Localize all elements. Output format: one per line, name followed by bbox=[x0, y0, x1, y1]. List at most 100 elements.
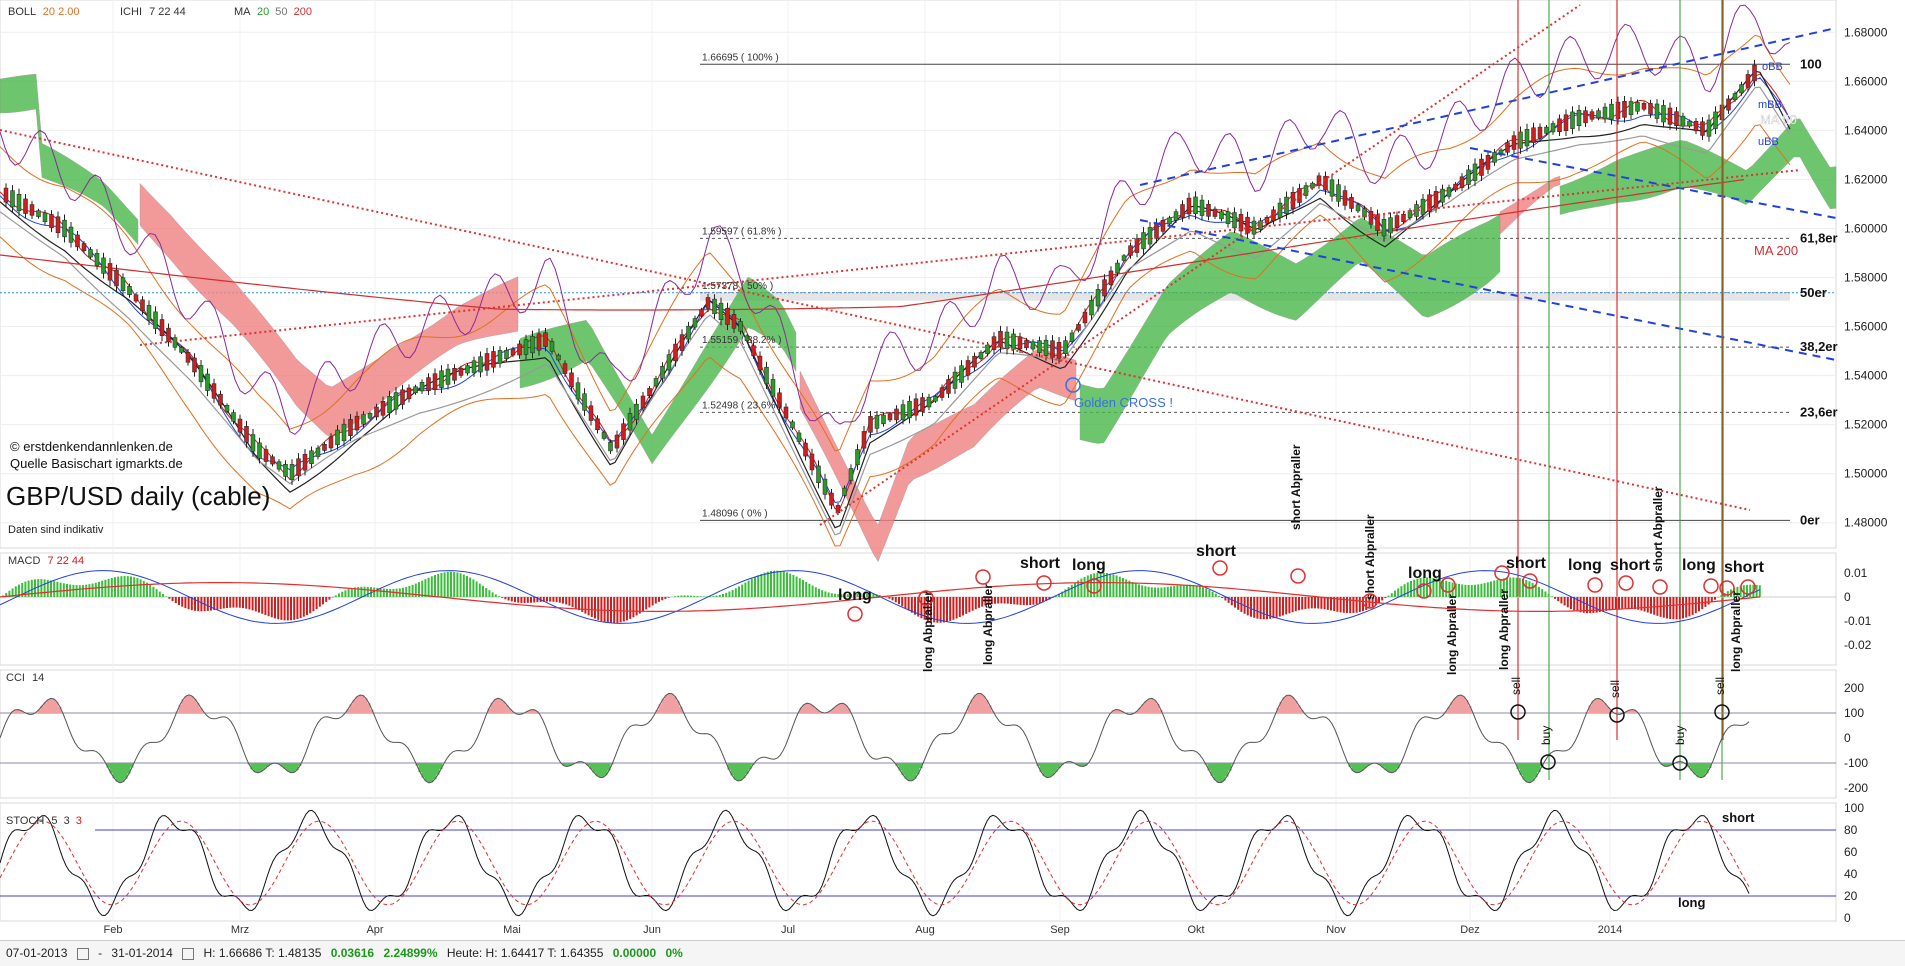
candle-body bbox=[1597, 111, 1601, 118]
macd-histogram-bar bbox=[684, 595, 686, 597]
macd-histogram-bar bbox=[1208, 590, 1210, 597]
macd-signal-label: short Abpraller bbox=[1651, 486, 1665, 572]
candle-body bbox=[258, 443, 262, 458]
macd-histogram-bar bbox=[645, 597, 647, 609]
macd-histogram-bar bbox=[943, 597, 945, 622]
candle-body bbox=[1356, 205, 1360, 211]
candle-body bbox=[999, 331, 1003, 347]
macd-histogram-bar bbox=[831, 593, 833, 597]
macd-histogram-bar bbox=[892, 597, 894, 600]
macd-histogram-bar bbox=[1285, 597, 1287, 614]
candle-body bbox=[1558, 119, 1562, 132]
macd-histogram-bar bbox=[578, 597, 580, 610]
month-label: 2014 bbox=[1598, 924, 1622, 936]
candle-body bbox=[1649, 103, 1653, 114]
macd-histogram-bar bbox=[1330, 597, 1332, 610]
candle-body bbox=[927, 397, 931, 407]
macd-histogram-bar bbox=[626, 597, 628, 620]
candle-body bbox=[1057, 342, 1061, 358]
candle-body bbox=[1233, 213, 1237, 228]
macd-histogram-bar bbox=[572, 597, 574, 607]
chart-title: GBP/USD daily (cable) bbox=[6, 481, 270, 511]
candle-body bbox=[1051, 341, 1055, 358]
candle-body bbox=[1012, 334, 1016, 349]
macd-histogram-bar bbox=[44, 579, 46, 597]
candle-body bbox=[232, 413, 236, 422]
macd-histogram-bar bbox=[764, 573, 766, 597]
macd-histogram-bar bbox=[1157, 588, 1159, 597]
calendar-icon[interactable] bbox=[182, 948, 194, 960]
price-tick-label: 1.64000 bbox=[1844, 123, 1888, 137]
macd-histogram-bar bbox=[1314, 597, 1316, 608]
candle-body bbox=[739, 321, 743, 331]
candle-body bbox=[82, 243, 86, 250]
macd-histogram-bar bbox=[1519, 578, 1521, 597]
macd-histogram-bar bbox=[1247, 597, 1249, 615]
macd-histogram-bar bbox=[143, 581, 145, 597]
macd-histogram-bar bbox=[1708, 597, 1710, 605]
candle-body bbox=[758, 356, 762, 370]
macd-histogram-bar bbox=[76, 585, 78, 597]
candle-body bbox=[206, 374, 210, 391]
macd-histogram-bar bbox=[703, 596, 705, 597]
macd-histogram-bar bbox=[828, 592, 830, 597]
macd-histogram-bar bbox=[623, 597, 625, 621]
macd-histogram-bar bbox=[463, 574, 465, 597]
macd-histogram-bar bbox=[1084, 577, 1086, 597]
candle-body bbox=[1155, 223, 1159, 238]
macd-histogram-bar bbox=[1039, 597, 1041, 603]
candle-body bbox=[544, 333, 548, 347]
candle-body bbox=[570, 373, 574, 387]
calendar-icon[interactable] bbox=[77, 948, 89, 960]
macd-histogram-bar bbox=[264, 597, 266, 615]
candle-body bbox=[661, 366, 665, 378]
macd-histogram-bar bbox=[140, 579, 142, 597]
macd-histogram-bar bbox=[888, 597, 890, 599]
candle-body bbox=[966, 360, 970, 375]
macd-histogram-bar bbox=[101, 581, 103, 597]
macd-histogram-bar bbox=[1394, 591, 1396, 597]
month-label: Mai bbox=[503, 924, 521, 936]
macd-histogram-bar bbox=[85, 585, 87, 597]
candle-body bbox=[771, 379, 775, 396]
macd-histogram-bar bbox=[949, 597, 951, 621]
candle-body bbox=[784, 407, 788, 418]
macd-histogram-bar bbox=[319, 597, 321, 607]
cci-signal-label: sell bbox=[1509, 677, 1523, 695]
macd-histogram-bar bbox=[962, 597, 964, 615]
macd-histogram-bar bbox=[258, 597, 260, 613]
macd-histogram-bar bbox=[437, 574, 439, 597]
candle-body bbox=[128, 286, 132, 294]
source-text: Quelle Basischart igmarkts.de bbox=[10, 456, 183, 471]
macd-histogram-bar bbox=[956, 597, 958, 618]
macd-histogram-bar bbox=[1116, 576, 1118, 597]
candle-body bbox=[1083, 312, 1087, 323]
macd-histogram-bar bbox=[968, 597, 970, 612]
candle-body bbox=[381, 401, 385, 415]
candle-body bbox=[895, 409, 899, 420]
macd-histogram-bar bbox=[482, 586, 484, 597]
date-from[interactable]: 07-01-2013 bbox=[6, 946, 67, 960]
candle-body bbox=[797, 433, 801, 442]
macd-histogram-bar bbox=[1548, 594, 1550, 597]
candle-body bbox=[1584, 111, 1588, 123]
price-tick-label: 1.58000 bbox=[1844, 271, 1888, 285]
macd-histogram-bar bbox=[786, 572, 788, 597]
price-tick-label: 1.52000 bbox=[1844, 418, 1888, 432]
month-label: Sep bbox=[1050, 924, 1070, 936]
date-to[interactable]: 31-01-2014 bbox=[111, 946, 172, 960]
macd-histogram-bar bbox=[604, 597, 606, 622]
macd-histogram-bar bbox=[280, 597, 282, 620]
macd-histogram-bar bbox=[725, 593, 727, 597]
candle-body bbox=[628, 413, 632, 430]
macd-histogram-bar bbox=[466, 576, 468, 597]
macd-histogram-bar bbox=[687, 595, 689, 597]
macd-histogram-bar bbox=[1647, 597, 1649, 613]
macd-histogram-bar bbox=[1477, 584, 1479, 597]
macd-histogram-bar bbox=[997, 597, 999, 603]
macd-histogram-bar bbox=[1564, 597, 1566, 605]
macd-histogram-bar bbox=[1004, 597, 1006, 603]
candle-body bbox=[596, 419, 600, 430]
macd-histogram-bar bbox=[1148, 587, 1150, 597]
range-change: 0.03616 bbox=[331, 946, 374, 960]
